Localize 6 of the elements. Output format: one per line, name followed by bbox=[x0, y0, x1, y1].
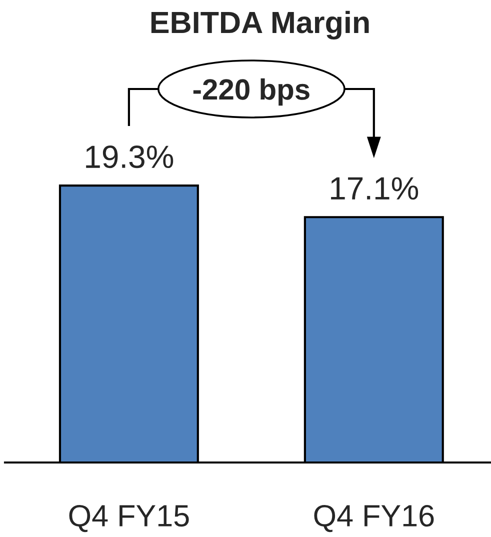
data-label: 17.1% bbox=[331, 177, 418, 200]
data-label: 19.3% bbox=[86, 146, 174, 168]
x-tick-label: Q4 FY15 bbox=[69, 504, 189, 532]
text: -220 bps bbox=[193, 78, 310, 106]
x-tick-label: Q4 FY16 bbox=[314, 504, 434, 532]
chart-title: EBITDA Margin bbox=[151, 10, 369, 40]
